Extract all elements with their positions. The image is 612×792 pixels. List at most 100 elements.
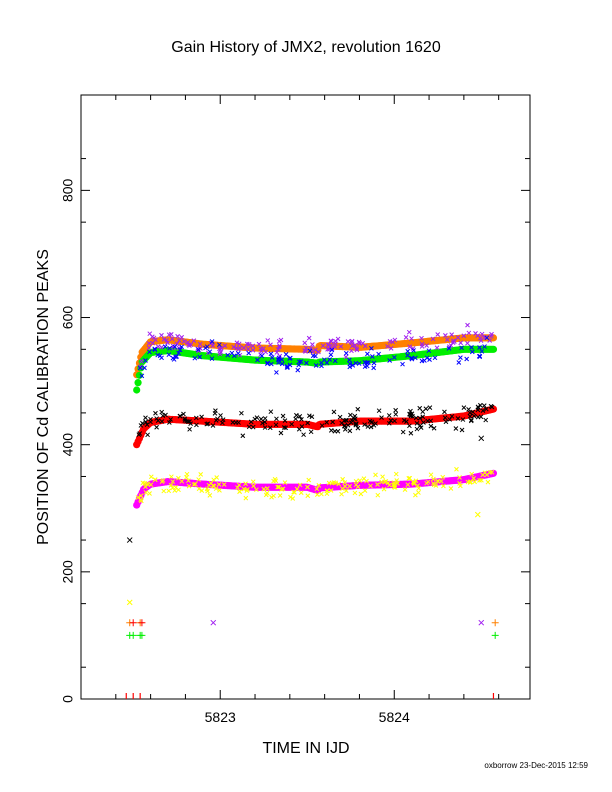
purple-scatter-point — [139, 358, 144, 364]
black-scatter-point — [262, 425, 268, 430]
purple-scatter-point — [303, 349, 308, 354]
purple-scatter-point — [218, 345, 224, 351]
yellow-scatter-point — [166, 488, 172, 494]
blue-scatter-point — [143, 358, 148, 363]
yellow-scatter-point — [347, 483, 353, 489]
purple-scatter-point — [276, 344, 282, 350]
black-scatter-point — [459, 427, 465, 433]
black-scatter-point — [268, 409, 274, 415]
yellow-scatter-point — [264, 486, 270, 491]
blue-scatter-point — [203, 345, 208, 351]
blue-scatter-point — [269, 355, 275, 360]
blue-scatter-point — [295, 367, 301, 373]
purple-scatter-point — [138, 364, 143, 370]
black-scatter-point — [442, 409, 447, 415]
black-scatter-point — [248, 419, 254, 425]
blue-scatter-point — [322, 357, 327, 363]
blue-scatter-point — [424, 355, 430, 361]
blue-scatter-point — [464, 356, 470, 362]
blue-scatter-point — [166, 352, 172, 358]
yellow-scatter-point — [458, 483, 463, 489]
yellow-scatter-point — [416, 485, 422, 491]
purple-scatter-point — [265, 338, 271, 343]
y-tick-label: 0 — [60, 695, 76, 703]
purple-scatter-point — [149, 334, 155, 340]
black-scatter-point — [281, 425, 287, 430]
black-scatter-point — [352, 413, 358, 419]
blue-scatter-point — [162, 344, 168, 349]
purple-scatter-point — [320, 343, 326, 349]
black-scatter-point — [159, 409, 165, 415]
yellow-scatter-point — [221, 482, 227, 487]
black-scatter-point — [182, 416, 188, 422]
black-scatter-point — [417, 405, 423, 411]
yellow-scatter-point — [342, 484, 348, 489]
purple-scatter-point — [210, 343, 216, 348]
yellow-scatter-point — [191, 482, 197, 487]
black-scatter-point — [467, 410, 473, 416]
yellow-scatter-point — [205, 488, 210, 494]
blue-scatter-point — [477, 345, 482, 350]
yellow-cross-point — [474, 511, 481, 518]
yellow-scatter-point — [251, 483, 256, 489]
purple-scatter-point — [406, 329, 412, 335]
yellow-scatter-point — [471, 476, 477, 481]
yellow-scatter-point — [288, 494, 293, 500]
black-scatter-point — [278, 430, 284, 436]
black-scatter-point — [353, 422, 359, 428]
purple-scatter-point — [354, 346, 359, 351]
yellow-scatter-point — [243, 481, 248, 487]
yellow-scatter-point — [316, 483, 322, 488]
black-scatter-point — [252, 416, 258, 422]
blue-scatter-point — [259, 353, 265, 359]
blue-scatter-point — [296, 362, 302, 368]
black-scatter-point — [294, 412, 299, 418]
yellow-scatter-point — [192, 481, 198, 487]
blue-scatter-point — [172, 344, 178, 350]
blue-scatter-point — [246, 350, 252, 356]
blue-scatter-point — [274, 370, 279, 375]
purple-scatter-point — [159, 345, 164, 350]
black-scatter-point — [461, 405, 467, 410]
black-scatter-point — [148, 416, 153, 422]
blue-scatter-point — [347, 364, 353, 370]
blue-scatter-point — [307, 348, 313, 354]
purple-scatter-point — [338, 344, 344, 349]
black-scatter-point — [401, 418, 407, 423]
blue-scatter-point — [369, 354, 375, 359]
purple-scatter-point — [275, 347, 281, 352]
blue-scatter-point — [427, 357, 432, 362]
black-scatter-point — [392, 418, 397, 424]
black-scatter-point — [478, 414, 484, 420]
x-tick-label: 5824 — [379, 709, 410, 725]
purple-scatter-point — [350, 343, 355, 349]
yellow-scatter-point — [380, 474, 385, 480]
blue-scatter-point — [209, 339, 215, 344]
yellow-scatter-point — [358, 491, 364, 497]
yellow-scatter-point — [413, 492, 418, 498]
black-scatter-point — [431, 425, 437, 431]
blue-scatter-point — [347, 357, 352, 363]
black-scatter-point — [428, 423, 434, 429]
yellow-scatter-point — [457, 475, 462, 480]
blue-scatter-point — [176, 350, 181, 356]
purple-scatter-point — [181, 339, 187, 344]
black-scatter-point — [166, 420, 172, 425]
blue-scatter-point — [350, 362, 356, 368]
yellow-scatter-point — [314, 492, 320, 497]
black-scatter-point — [362, 422, 367, 428]
blue-scatter-point — [209, 356, 215, 362]
green-plus-point — [138, 631, 146, 639]
black-scatter-point — [143, 419, 149, 425]
black-scatter-point — [239, 410, 244, 416]
purple-scatter-point — [409, 336, 414, 341]
yellow-scatter-point — [424, 480, 429, 486]
yellow-scatter-point — [161, 488, 167, 494]
blue-scatter-point — [409, 355, 414, 361]
yellow-scatter-point — [179, 478, 185, 484]
y-tick-label: 400 — [60, 433, 76, 457]
purple-scatter-point — [146, 345, 152, 351]
black-scatter-point — [194, 422, 199, 428]
blue-scatter-point — [179, 344, 184, 350]
blue-scatter-point — [400, 361, 405, 367]
